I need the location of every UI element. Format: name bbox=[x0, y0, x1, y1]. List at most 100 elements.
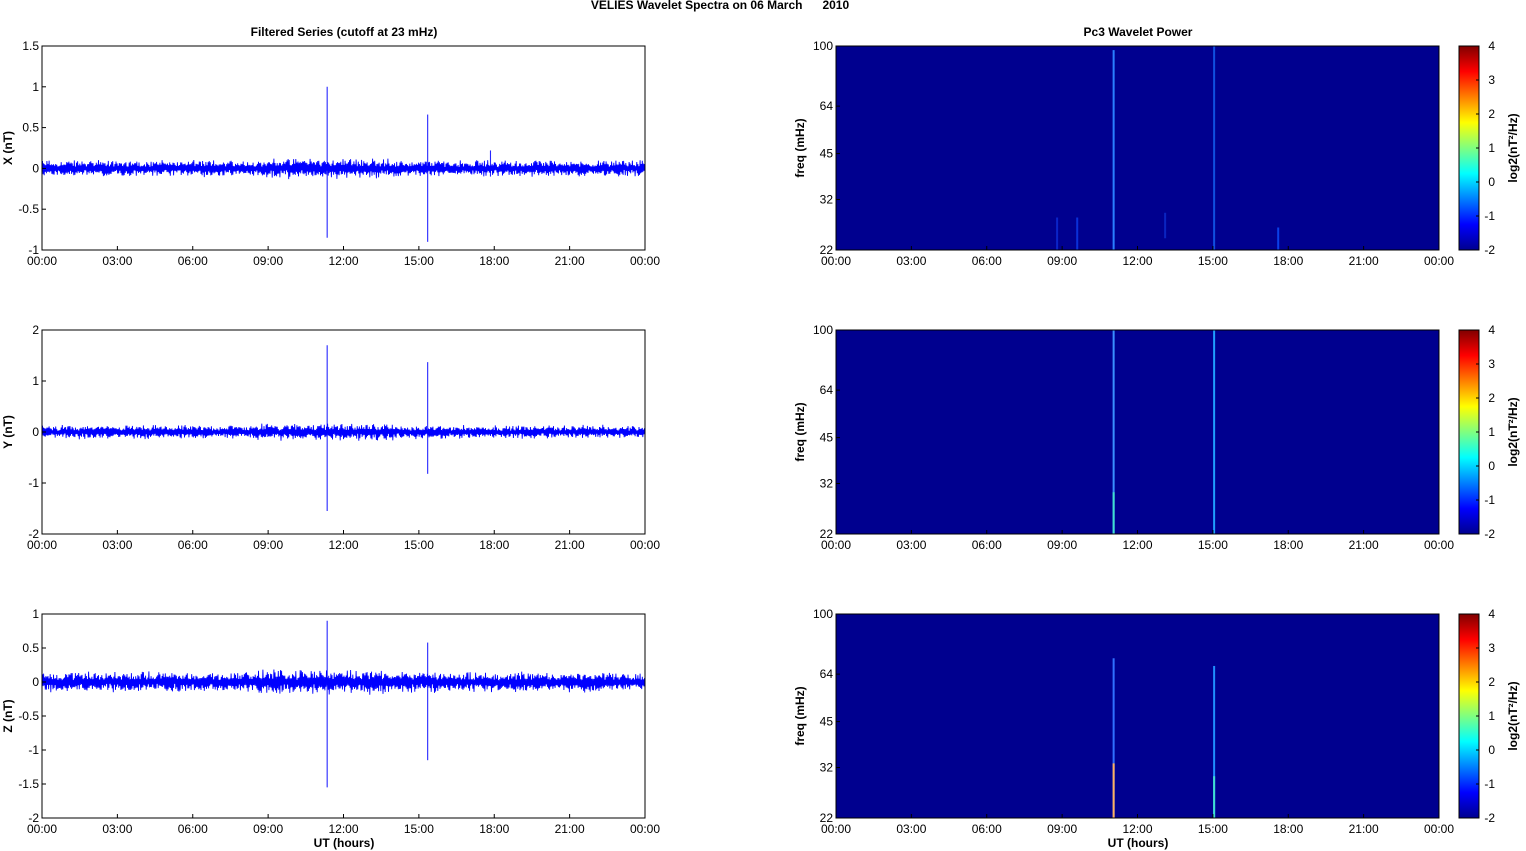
wv-xtick-label: 06:00 bbox=[972, 822, 1002, 836]
power-streak bbox=[1213, 330, 1216, 534]
plot-area bbox=[42, 46, 645, 250]
timeseries-panel-1: 1.510.50-0.5-100:00 03:00 06:00 09:00 12:00 1… bbox=[1, 39, 660, 268]
wv-xtick-label: 00:00 bbox=[821, 822, 851, 836]
colorbar-tick-label: 3 bbox=[1488, 73, 1495, 87]
left-column-title: Filtered Series (cutoff at 23 mHz) bbox=[251, 25, 438, 39]
ytick-label: 22 bbox=[820, 527, 834, 541]
colorbar-label: log2(nT²/Hz) bbox=[1506, 113, 1520, 182]
colorbar-tick-label: -2 bbox=[1484, 527, 1495, 541]
power-streak bbox=[1112, 492, 1115, 534]
wv-xtick-label: 03:00 bbox=[896, 538, 926, 552]
colorbar-tick-label: -2 bbox=[1484, 243, 1495, 257]
wv-xtick-label: 18:00 bbox=[1273, 538, 1303, 552]
heatmap-area bbox=[836, 614, 1439, 818]
ytick-label: 22 bbox=[820, 811, 834, 825]
colorbar-tick-label: 0 bbox=[1488, 459, 1495, 473]
colorbar-tick-label: -1 bbox=[1484, 777, 1495, 791]
ts-xtick-label: 09:00 bbox=[253, 538, 283, 552]
ylabel: freq (mHz) bbox=[793, 118, 807, 177]
ts-xtick-label: 06:00 bbox=[178, 254, 208, 268]
ylabel: Z (nT) bbox=[1, 699, 15, 732]
ts-xtick-label: 21:00 bbox=[555, 254, 585, 268]
ts-xtick-label: 21:00 bbox=[555, 538, 585, 552]
ytick-label: 1 bbox=[32, 374, 39, 388]
data-series-trace bbox=[41, 669, 646, 695]
ytick-label: 1 bbox=[32, 80, 39, 94]
ytick-label: 64 bbox=[820, 667, 834, 681]
power-streak bbox=[1112, 330, 1115, 534]
colorbar-tick-label: 0 bbox=[1488, 175, 1495, 189]
power-streak bbox=[1076, 217, 1079, 250]
colorbar-tick-label: 1 bbox=[1488, 141, 1495, 155]
ts-xtick-label: 00:00 bbox=[630, 538, 660, 552]
colorbar-tick-label: 1 bbox=[1488, 425, 1495, 439]
heatmap-area bbox=[836, 46, 1439, 250]
ts-xtick-label: 00:00 bbox=[27, 822, 57, 836]
wv-xtick-label: 18:00 bbox=[1273, 254, 1303, 268]
ytick-label: 0 bbox=[32, 425, 39, 439]
ts-xtick-label: 00:00 bbox=[630, 822, 660, 836]
wv-xtick-label: 00:00 bbox=[821, 538, 851, 552]
wv-xtick-label: 00:00 bbox=[821, 254, 851, 268]
ytick-label: -2 bbox=[28, 527, 39, 541]
data-series-trace bbox=[41, 158, 646, 180]
timeseries-panel-3: 10.50-0.5-1-1.5-200:00 03:00 06:00 09:00 12:… bbox=[1, 607, 660, 836]
wv-xtick-label: 00:00 bbox=[1424, 822, 1454, 836]
ytick-label: 100 bbox=[813, 323, 833, 337]
ytick-label: 32 bbox=[820, 193, 834, 207]
ytick-label: 64 bbox=[820, 383, 834, 397]
wv-xtick-label: 12:00 bbox=[1122, 822, 1152, 836]
wv-xtick-label: 21:00 bbox=[1349, 822, 1379, 836]
ts-xtick-label: 18:00 bbox=[479, 538, 509, 552]
ytick-label: -0.5 bbox=[18, 709, 39, 723]
ts-xtick-label: 18:00 bbox=[479, 822, 509, 836]
colorbar-tick-label: 2 bbox=[1488, 675, 1495, 689]
ytick-label: -1 bbox=[28, 476, 39, 490]
ytick-label: 32 bbox=[820, 477, 834, 491]
left-xlabel: UT (hours) bbox=[314, 836, 375, 850]
power-streak bbox=[1213, 46, 1216, 250]
power-streak bbox=[1112, 658, 1115, 818]
wv-xtick-label: 03:00 bbox=[896, 254, 926, 268]
right-xlabel: UT (hours) bbox=[1108, 836, 1169, 850]
ts-xtick-label: 18:00 bbox=[479, 254, 509, 268]
ts-xtick-label: 15:00 bbox=[404, 822, 434, 836]
ts-xtick-label: 03:00 bbox=[102, 538, 132, 552]
wv-xtick-label: 12:00 bbox=[1122, 538, 1152, 552]
power-streak bbox=[1213, 665, 1216, 818]
colorbar-tick-label: 4 bbox=[1488, 39, 1495, 53]
heatmap-area bbox=[836, 330, 1439, 534]
ts-xtick-label: 06:00 bbox=[178, 822, 208, 836]
ts-xtick-label: 12:00 bbox=[328, 822, 358, 836]
ylabel: X (nT) bbox=[1, 131, 15, 165]
ytick-label: 45 bbox=[820, 431, 834, 445]
ytick-label: 1 bbox=[32, 607, 39, 621]
wv-xtick-label: 12:00 bbox=[1122, 254, 1152, 268]
power-streak bbox=[1164, 212, 1167, 239]
wv-xtick-label: 09:00 bbox=[1047, 538, 1077, 552]
power-streak bbox=[1056, 217, 1059, 250]
colorbar-tick-label: 0 bbox=[1488, 743, 1495, 757]
colorbar-tick-label: 3 bbox=[1488, 641, 1495, 655]
plot-area bbox=[42, 614, 645, 818]
ylabel: Y (nT) bbox=[1, 415, 15, 449]
colorbar-label: log2(nT²/Hz) bbox=[1506, 397, 1520, 466]
colorbar-tick-label: 2 bbox=[1488, 391, 1495, 405]
ts-xtick-label: 09:00 bbox=[253, 822, 283, 836]
ytick-label: 1.5 bbox=[22, 39, 39, 53]
ytick-label: -1 bbox=[28, 743, 39, 757]
ytick-label: 45 bbox=[820, 715, 834, 729]
wv-xtick-label: 21:00 bbox=[1349, 254, 1379, 268]
ytick-label: 0.5 bbox=[22, 641, 39, 655]
colorbar-tick-label: 4 bbox=[1488, 607, 1495, 621]
ts-xtick-label: 15:00 bbox=[404, 254, 434, 268]
ts-xtick-label: 12:00 bbox=[328, 254, 358, 268]
ts-xtick-label: 00:00 bbox=[630, 254, 660, 268]
ts-xtick-label: 00:00 bbox=[27, 254, 57, 268]
colorbar-tick-label: -1 bbox=[1484, 209, 1495, 223]
ytick-label: 45 bbox=[820, 147, 834, 161]
ytick-label: -0.5 bbox=[18, 202, 39, 216]
wv-xtick-label: 15:00 bbox=[1198, 538, 1228, 552]
